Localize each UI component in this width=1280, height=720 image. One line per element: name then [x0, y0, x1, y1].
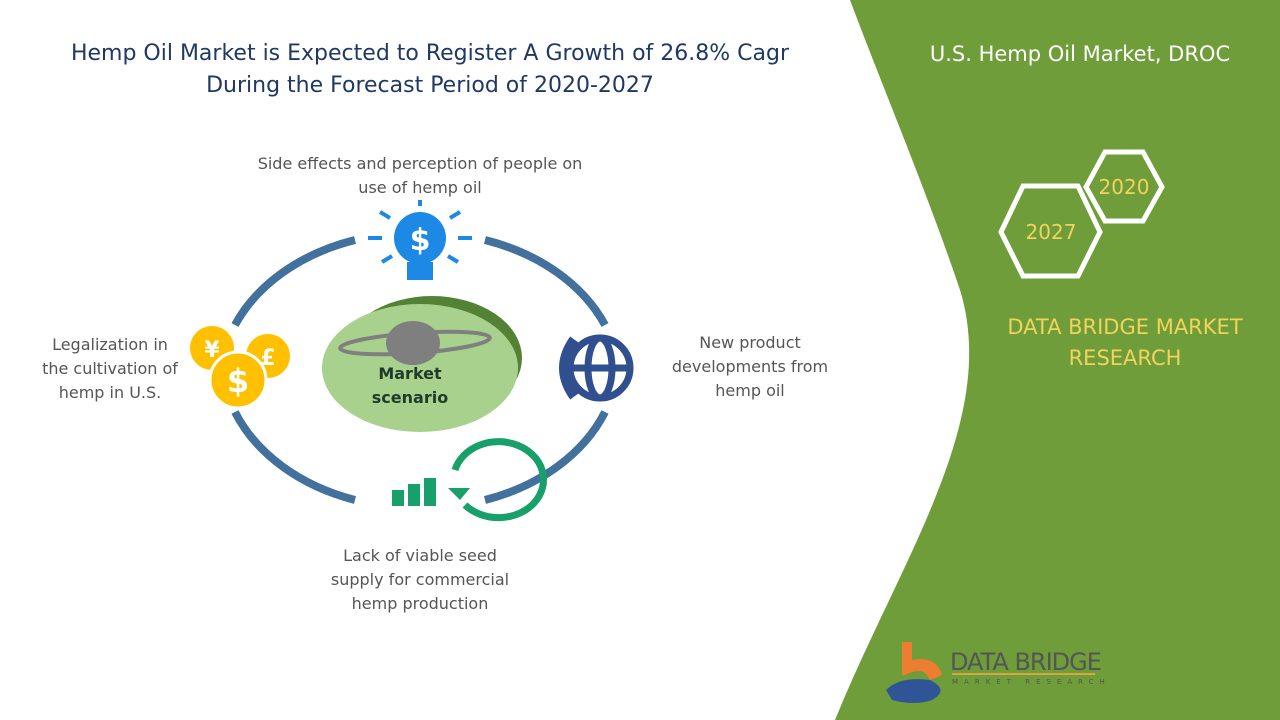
center-line-2: scenario	[371, 388, 449, 407]
growth-chart-icon	[392, 438, 547, 522]
year-start: 2020	[1098, 175, 1150, 199]
brand-line-2: RESEARCH	[1068, 346, 1182, 370]
label-line: hemp production	[351, 594, 489, 613]
svg-text:$: $	[410, 223, 431, 258]
label-line: hemp oil	[715, 381, 785, 400]
title-line-1: Hemp Oil Market is Expected to Register …	[70, 41, 790, 66]
currency-coins-icon: ¥ £ $	[190, 326, 290, 410]
green-panel	[835, 0, 1280, 720]
ring	[231, 236, 609, 504]
label-line: Side effects and perception of people on	[257, 154, 583, 173]
label-top: Side effects and perception of people on…	[240, 152, 600, 200]
logo-subtitle: MARKET RESEARCH	[952, 678, 1111, 686]
brand-text: DATA BRIDGE MARKET RESEARCH	[970, 312, 1280, 374]
svg-text:$: $	[227, 362, 249, 400]
label-line: supply for commercial	[330, 570, 510, 589]
page-title: Hemp Oil Market is Expected to Register …	[40, 38, 820, 102]
svg-text:¥: ¥	[204, 338, 220, 363]
svg-text:£: £	[260, 346, 275, 371]
logo-name: DATA BRIDGE	[950, 648, 1102, 676]
label-line: developments from	[671, 357, 829, 376]
center-label: Market scenario	[340, 362, 480, 410]
label-line: the cultivation of	[42, 359, 178, 378]
panel-title: U.S. Hemp Oil Market, DROC	[929, 42, 1231, 66]
label-line: New product	[699, 333, 801, 352]
center-line-1: Market	[378, 364, 442, 383]
title-line-2: During the Forecast Period of 2020-2027	[206, 73, 654, 98]
label-right: New product developments from hemp oil	[670, 331, 830, 403]
lightbulb-dollar-icon: $	[368, 200, 472, 280]
label-line: Lack of viable seed	[343, 546, 497, 565]
label-line: Legalization in	[52, 335, 168, 354]
brand-line-1: DATA BRIDGE MARKET	[1007, 315, 1243, 339]
hexagon-icons	[998, 149, 1165, 279]
label-left: Legalization in the cultivation of hemp …	[30, 333, 190, 405]
planet-icon	[338, 321, 492, 365]
year-end: 2027	[1025, 220, 1077, 244]
phone-globe-icon	[559, 334, 634, 402]
label-bottom: Lack of viable seed supply for commercia…	[320, 544, 520, 616]
logo-icon	[886, 642, 1095, 703]
label-line: use of hemp oil	[358, 178, 482, 197]
label-line: hemp in U.S.	[58, 383, 162, 402]
